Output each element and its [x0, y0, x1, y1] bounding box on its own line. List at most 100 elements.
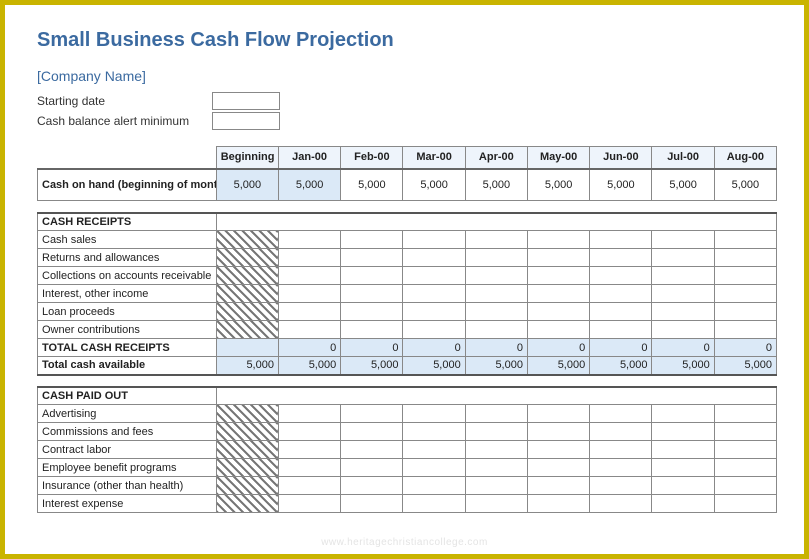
data-cell[interactable]: [465, 231, 527, 249]
data-cell[interactable]: [590, 249, 652, 267]
cash-on-hand-cell[interactable]: 5,000: [465, 169, 527, 201]
data-cell[interactable]: [527, 231, 589, 249]
data-cell[interactable]: [652, 477, 714, 495]
data-cell[interactable]: [527, 321, 589, 339]
data-cell[interactable]: [403, 321, 465, 339]
data-cell[interactable]: [714, 405, 776, 423]
data-cell[interactable]: [403, 267, 465, 285]
data-cell[interactable]: [278, 249, 340, 267]
data-cell[interactable]: [652, 495, 714, 513]
data-cell[interactable]: [714, 267, 776, 285]
data-cell[interactable]: [527, 303, 589, 321]
data-cell[interactable]: [465, 285, 527, 303]
data-cell[interactable]: [527, 459, 589, 477]
data-cell[interactable]: [714, 231, 776, 249]
data-cell[interactable]: [278, 495, 340, 513]
data-cell[interactable]: [341, 495, 403, 513]
data-cell[interactable]: [341, 477, 403, 495]
data-cell[interactable]: [590, 267, 652, 285]
data-cell[interactable]: [527, 285, 589, 303]
data-cell[interactable]: [278, 267, 340, 285]
data-cell[interactable]: [403, 249, 465, 267]
data-cell[interactable]: [278, 423, 340, 441]
data-cell[interactable]: [652, 285, 714, 303]
data-cell[interactable]: [403, 477, 465, 495]
data-cell[interactable]: [714, 423, 776, 441]
data-cell[interactable]: [403, 459, 465, 477]
data-cell[interactable]: [465, 459, 527, 477]
data-cell[interactable]: [714, 459, 776, 477]
cash-on-hand-cell[interactable]: 5,000: [590, 169, 652, 201]
data-cell[interactable]: [403, 231, 465, 249]
data-cell[interactable]: [590, 231, 652, 249]
data-cell[interactable]: [527, 441, 589, 459]
data-cell[interactable]: [590, 441, 652, 459]
data-cell[interactable]: [341, 249, 403, 267]
cash-on-hand-cell[interactable]: 5,000: [714, 169, 776, 201]
data-cell[interactable]: [714, 249, 776, 267]
data-cell[interactable]: [714, 441, 776, 459]
data-cell[interactable]: [465, 321, 527, 339]
data-cell[interactable]: [652, 267, 714, 285]
data-cell[interactable]: [652, 321, 714, 339]
data-cell[interactable]: [590, 477, 652, 495]
data-cell[interactable]: [652, 249, 714, 267]
data-cell[interactable]: [465, 303, 527, 321]
data-cell[interactable]: [278, 477, 340, 495]
data-cell[interactable]: [714, 285, 776, 303]
data-cell[interactable]: [714, 321, 776, 339]
starting-date-input[interactable]: [212, 92, 280, 110]
data-cell[interactable]: [465, 477, 527, 495]
data-cell[interactable]: [465, 405, 527, 423]
data-cell[interactable]: [403, 423, 465, 441]
data-cell[interactable]: [652, 231, 714, 249]
data-cell[interactable]: [403, 303, 465, 321]
data-cell[interactable]: [527, 267, 589, 285]
data-cell[interactable]: [652, 405, 714, 423]
cash-on-hand-cell[interactable]: 5,000: [216, 169, 278, 201]
data-cell[interactable]: [403, 441, 465, 459]
data-cell[interactable]: [714, 495, 776, 513]
data-cell[interactable]: [278, 441, 340, 459]
data-cell[interactable]: [527, 249, 589, 267]
data-cell[interactable]: [652, 423, 714, 441]
cash-on-hand-cell[interactable]: 5,000: [652, 169, 714, 201]
data-cell[interactable]: [527, 423, 589, 441]
data-cell[interactable]: [278, 459, 340, 477]
data-cell[interactable]: [278, 303, 340, 321]
data-cell[interactable]: [341, 423, 403, 441]
data-cell[interactable]: [278, 285, 340, 303]
data-cell[interactable]: [278, 321, 340, 339]
data-cell[interactable]: [341, 285, 403, 303]
data-cell[interactable]: [652, 303, 714, 321]
data-cell[interactable]: [278, 231, 340, 249]
data-cell[interactable]: [590, 495, 652, 513]
data-cell[interactable]: [465, 441, 527, 459]
data-cell[interactable]: [403, 495, 465, 513]
data-cell[interactable]: [341, 459, 403, 477]
data-cell[interactable]: [341, 303, 403, 321]
data-cell[interactable]: [590, 423, 652, 441]
data-cell[interactable]: [652, 441, 714, 459]
data-cell[interactable]: [465, 495, 527, 513]
data-cell[interactable]: [590, 303, 652, 321]
data-cell[interactable]: [590, 285, 652, 303]
data-cell[interactable]: [465, 423, 527, 441]
cash-on-hand-cell[interactable]: 5,000: [341, 169, 403, 201]
cash-on-hand-cell[interactable]: 5,000: [278, 169, 340, 201]
data-cell[interactable]: [590, 459, 652, 477]
data-cell[interactable]: [590, 321, 652, 339]
data-cell[interactable]: [714, 477, 776, 495]
data-cell[interactable]: [465, 249, 527, 267]
data-cell[interactable]: [714, 303, 776, 321]
data-cell[interactable]: [341, 441, 403, 459]
data-cell[interactable]: [341, 231, 403, 249]
data-cell[interactable]: [527, 477, 589, 495]
data-cell[interactable]: [341, 321, 403, 339]
data-cell[interactable]: [403, 285, 465, 303]
data-cell[interactable]: [341, 405, 403, 423]
data-cell[interactable]: [590, 405, 652, 423]
data-cell[interactable]: [527, 495, 589, 513]
data-cell[interactable]: [341, 267, 403, 285]
cash-on-hand-cell[interactable]: 5,000: [527, 169, 589, 201]
